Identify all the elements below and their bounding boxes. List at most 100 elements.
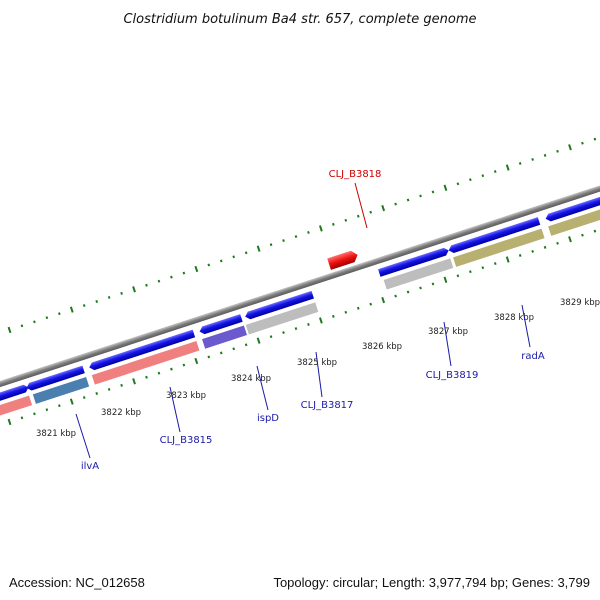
kbp-label: 3826 kbp [362,342,402,352]
minor-tick [120,291,123,295]
minor-tick [518,254,522,257]
minor-tick [493,170,497,174]
minor-tick [456,182,460,186]
minor-tick [58,312,61,316]
minor-tick [406,198,410,202]
minor-tick [33,320,36,324]
minor-tick [394,202,397,206]
major-tick [381,204,386,212]
gene-arrow-ilvA[interactable] [25,365,85,392]
genome-summary-text: Topology: circular; Length: 3,977,794 bp… [273,575,590,590]
major-tick [194,357,199,365]
minor-tick [332,314,335,318]
major-tick [319,317,323,324]
minor-tick [219,351,223,355]
reverse-strand-track [327,249,359,270]
gene-arrow-CLJ_B3818[interactable] [327,249,359,270]
major-tick [7,418,12,426]
minor-tick [269,243,273,247]
minor-tick [593,229,597,233]
minor-tick [145,375,148,379]
minor-tick [157,279,161,283]
gene-label-ispD[interactable]: ispD [257,413,279,424]
kbp-label: 3829 kbp [560,298,600,308]
minor-tick [481,266,485,270]
map-title: Clostridium botulinum Ba4 str. 657, comp… [123,12,476,27]
feature-track [0,204,600,416]
minor-tick [207,355,211,359]
major-tick [194,265,199,273]
minor-tick [95,300,99,303]
feature-CLJ_B3819[interactable] [383,258,454,290]
minor-tick [170,367,173,371]
gene-arrow-CLJ_B3817[interactable] [244,290,314,321]
minor-tick [543,245,547,249]
gene-label-radA[interactable]: radA [521,351,545,362]
forward-strand-track [0,193,600,403]
gene-arrow-CLJ_B3819[interactable] [378,247,450,277]
accession-text: Accession: NC_012658 [9,575,145,590]
minor-tick [344,310,348,314]
minor-tick [419,286,422,290]
minor-tick [182,271,186,275]
minor-tick [406,290,410,294]
major-tick [69,398,74,405]
minor-tick [344,218,348,222]
minor-tick [469,178,472,182]
minor-tick [157,371,161,375]
minor-tick [481,174,485,178]
major-tick [568,144,572,151]
minor-tick [581,141,584,145]
minor-tick [356,306,360,310]
minor-tick [456,274,460,278]
kbp-label: 3822 kbp [101,408,141,418]
minor-tick [58,404,61,408]
minor-tick [244,343,248,347]
major-tick [256,245,261,252]
major-tick [443,184,448,191]
minor-tick [232,347,236,351]
minor-tick [82,396,86,399]
minor-tick [282,239,285,243]
minor-tick [282,331,285,335]
feature-ilvA[interactable] [32,376,90,404]
gene-arrow-1[interactable] [0,384,30,403]
minor-tick [369,302,373,306]
feature-CLJ_B3817[interactable] [245,302,319,335]
major-tick [381,296,386,304]
minor-tick [95,392,99,395]
minor-tick [581,233,584,237]
major-tick [443,276,448,283]
minor-tick [431,282,435,286]
feature-right[interactable] [548,204,600,236]
gene-label-ilvA[interactable]: ilvA [81,461,99,472]
gene-label-CLJ_B3819[interactable]: CLJ_B3819 [426,370,479,381]
minor-tick [45,316,49,320]
minor-tick [269,335,273,339]
minor-tick [20,324,24,328]
minor-tick [556,241,559,245]
kbp-label: 3821 kbp [36,429,76,439]
minor-tick [170,275,173,279]
gene-label-CLJ_B3818[interactable]: CLJ_B3818 [329,169,382,180]
feature-ispD[interactable] [202,325,247,349]
minor-tick [531,157,534,161]
gene-label-CLJ_B3815[interactable]: CLJ_B3815 [160,435,213,446]
minor-tick [556,149,559,153]
major-tick [69,306,74,313]
feature-pink-left[interactable] [0,395,33,416]
minor-tick [493,262,497,266]
gene-arrow-ispD[interactable] [198,314,243,335]
feature-radA[interactable] [453,228,545,267]
gene-arrow-radA[interactable] [447,217,541,254]
minor-tick [107,387,111,391]
gene-label-CLJ_B3817[interactable]: CLJ_B3817 [301,400,354,411]
major-tick [505,164,510,171]
minor-tick [469,270,472,274]
gene-arrow-right[interactable] [544,193,600,222]
feature-CLJ_B3815[interactable] [91,341,200,385]
minor-tick [419,194,422,198]
major-tick [7,326,12,334]
gene-arrow-CLJ_B3815[interactable] [88,329,196,372]
